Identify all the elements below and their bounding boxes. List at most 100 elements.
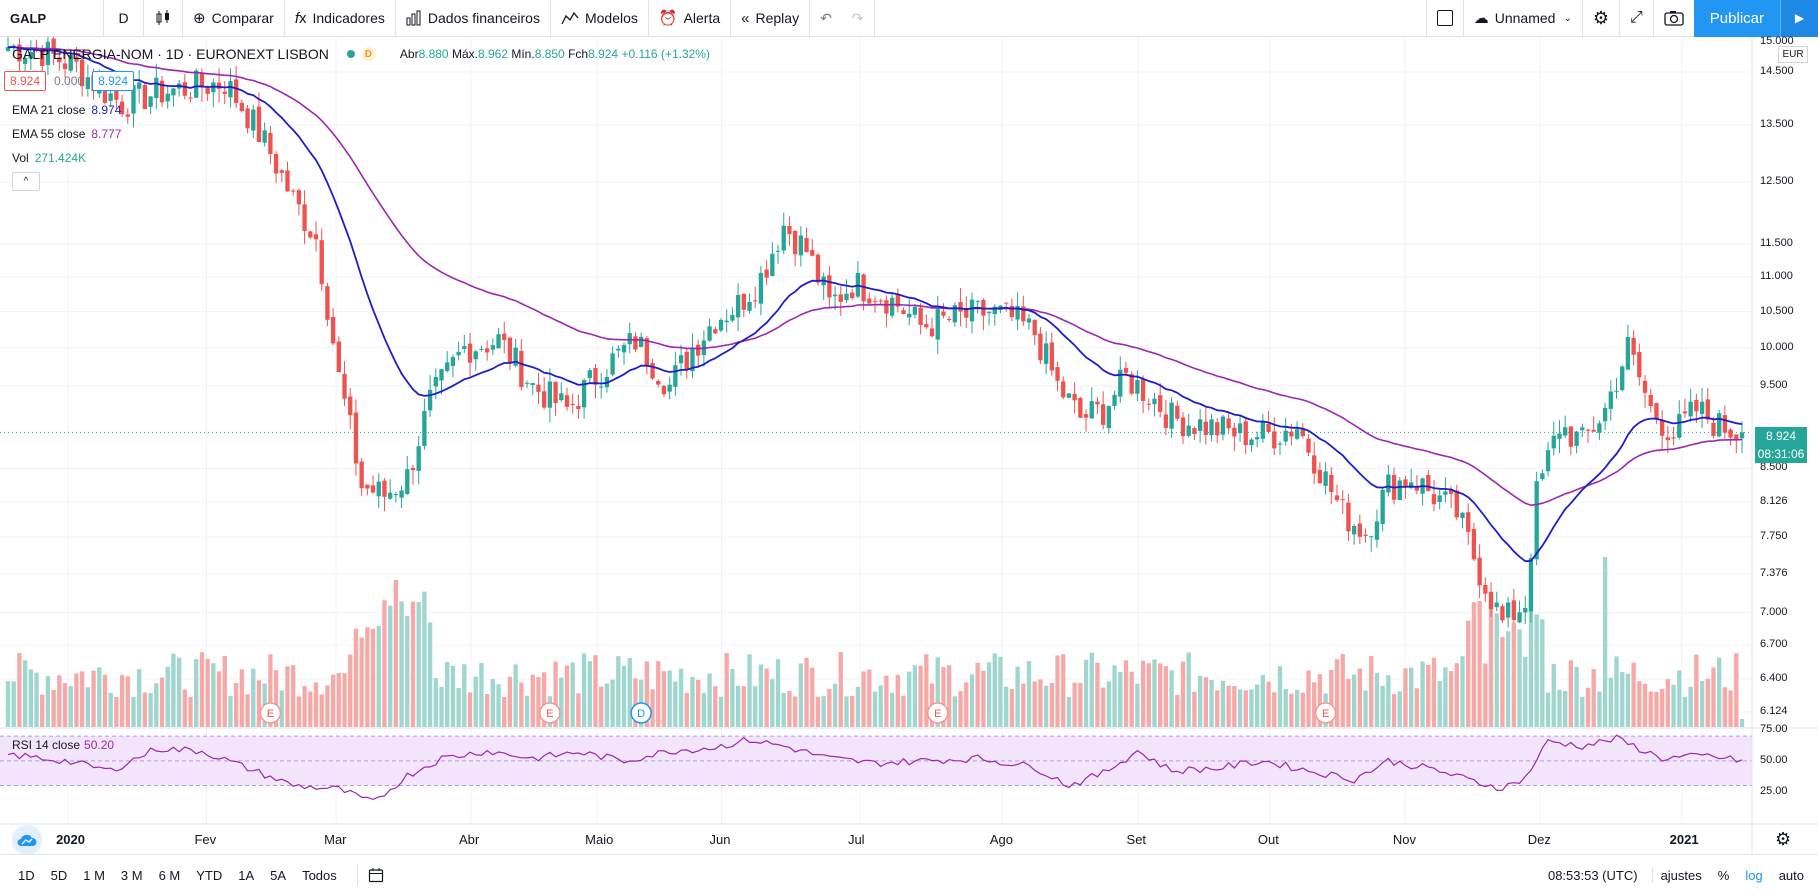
candle (1722, 405, 1728, 439)
candle (821, 272, 826, 301)
buy-price[interactable]: 8.924 (92, 71, 135, 91)
settings-button[interactable]: ⚙ (1581, 0, 1619, 37)
range-button[interactable]: 5A (270, 867, 287, 883)
chart-style-button[interactable] (144, 0, 183, 37)
range-button[interactable]: Todos (302, 867, 337, 883)
volume-bar (285, 666, 290, 727)
ema55-legend[interactable]: EMA 55 close 8.777 (12, 127, 121, 141)
layout-name: Unnamed (1494, 10, 1556, 26)
candle (422, 398, 427, 450)
candle-body (895, 295, 900, 307)
alert-button[interactable]: ⏰ Alerta (649, 0, 732, 37)
snapshot-button[interactable] (1652, 0, 1694, 37)
candle (1277, 441, 1283, 456)
range-button[interactable]: YTD (196, 867, 223, 883)
rsi-legend[interactable]: RSI 14 close 50.20 (12, 738, 114, 752)
templates-button[interactable]: Modelos (551, 0, 649, 37)
volume-bar (1294, 689, 1300, 727)
fullscreen-select-button[interactable] (1425, 0, 1463, 37)
candle (1118, 356, 1123, 403)
range-button[interactable]: 6 M (158, 867, 181, 883)
candle-body (17, 44, 22, 62)
range-button[interactable]: 3 M (120, 867, 143, 883)
price-tick-label: 9.500 (1760, 378, 1788, 391)
tradingview-logo[interactable] (12, 825, 42, 855)
candle (1180, 412, 1186, 445)
volume-legend[interactable]: Vol 271.424K (12, 151, 86, 165)
volume-bar (439, 686, 444, 727)
volume-bar (1112, 665, 1117, 727)
chart-pane[interactable]: E E D E E GALP ENERGIA-NOM · 1D · EURONEXT L… (0, 35, 1818, 855)
candle (804, 227, 809, 253)
candle (479, 345, 484, 352)
candle-body (1517, 612, 1522, 623)
candle (907, 299, 912, 326)
volume-bar (34, 672, 39, 727)
volume-bar (1397, 691, 1402, 727)
collapse-legend-button[interactable]: ^ (12, 172, 40, 191)
undo-button[interactable]: ↶ (810, 0, 842, 37)
ema21-legend[interactable]: EMA 21 close 8.974 (12, 103, 121, 117)
candle (958, 287, 963, 327)
range-button[interactable]: 1D (18, 867, 35, 883)
candle-body (308, 231, 313, 238)
utc-clock[interactable]: 08:53:53 (UTC) (1534, 867, 1653, 883)
chart-canvas[interactable]: E E D E E (0, 37, 1818, 854)
symbol-title: GALP ENERGIA-NOM · 1D · EURONEXT LISBON (12, 46, 329, 62)
candle-body (1574, 431, 1579, 446)
time-tick-label: Ago (989, 832, 1014, 847)
redo-button[interactable]: ↷ (842, 0, 875, 37)
candle-body (536, 384, 541, 392)
publish-play-button[interactable]: ▶ (1780, 0, 1818, 37)
interval-selector[interactable]: D (104, 0, 144, 37)
candle (844, 279, 849, 303)
candle-body (1363, 534, 1368, 536)
spread-value: 0.000 (54, 74, 85, 88)
compare-button[interactable]: ⊕ Comparar (183, 0, 285, 37)
currency-badge[interactable]: EUR (1778, 46, 1808, 63)
volume-bar (621, 665, 627, 727)
candle-body (1197, 419, 1203, 431)
volume-bar (40, 694, 45, 727)
volume-bar (855, 686, 861, 727)
ema21-label: EMA 21 close (12, 103, 86, 117)
range-button[interactable]: 1 M (83, 867, 105, 883)
range-button[interactable]: 1A (238, 867, 255, 883)
volume-bar (137, 669, 142, 727)
candle (1426, 470, 1431, 492)
volume-bar (1386, 675, 1391, 727)
layout-menu[interactable]: ☁ Unnamed ⌄ (1462, 0, 1582, 37)
candle (1078, 396, 1083, 419)
candle (22, 55, 28, 72)
volume-bar (901, 695, 906, 727)
volume-bar (1551, 664, 1556, 727)
candle-body (975, 301, 980, 303)
symbol-search[interactable]: GALP (0, 0, 104, 37)
fullscreen-button[interactable]: ⤢ (1618, 0, 1653, 37)
volume-bar (1272, 692, 1277, 727)
log-toggle[interactable]: log (1745, 867, 1763, 883)
candle (1642, 374, 1648, 408)
sell-price[interactable]: 8.924 (4, 71, 47, 91)
candle-body (1614, 390, 1619, 392)
auto-toggle[interactable]: auto (1778, 867, 1804, 883)
goto-date-button[interactable] (356, 864, 394, 886)
indicators-button[interactable]: fx Indicadores (285, 0, 396, 37)
range-button[interactable]: 5D (50, 867, 68, 883)
volume-bar (467, 692, 473, 727)
candle-body (656, 380, 661, 385)
candle-body (781, 225, 786, 251)
financials-button[interactable]: Dados financeiros (396, 0, 551, 37)
candle-body (724, 320, 729, 323)
percent-toggle[interactable]: % (1717, 867, 1730, 883)
adjust-toggle[interactable]: ajustes (1660, 867, 1702, 883)
candle (119, 95, 125, 117)
axis-settings-icon[interactable]: ⚙ (1775, 829, 1792, 849)
replay-button[interactable]: « Replay (731, 0, 811, 37)
candle-body (376, 481, 381, 497)
candle (593, 363, 598, 399)
candle-body (256, 106, 262, 143)
publish-button[interactable]: Publicar (1693, 0, 1780, 37)
candle-body (1163, 414, 1169, 428)
candle (673, 351, 678, 396)
